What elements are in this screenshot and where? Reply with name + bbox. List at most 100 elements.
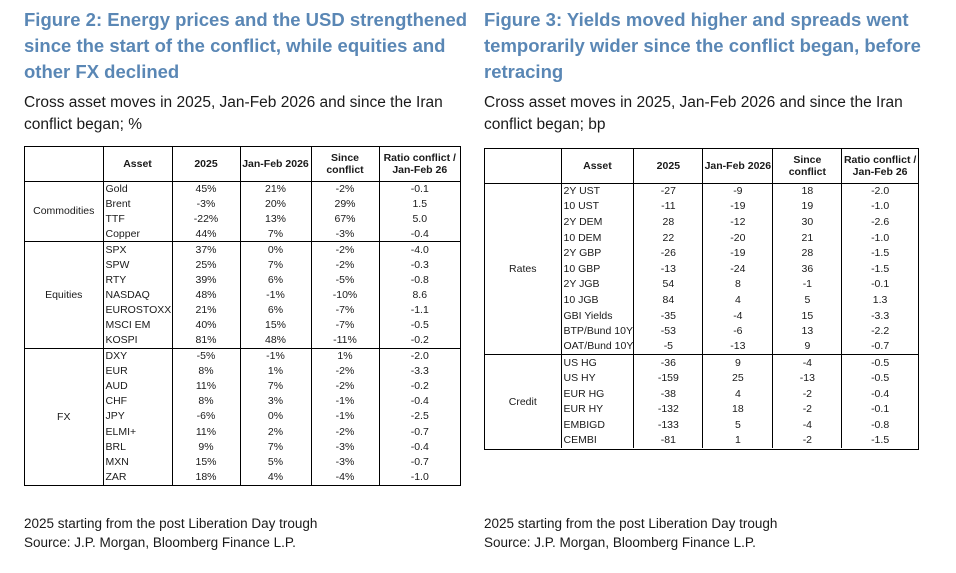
- value-ratio: -2.0: [379, 347, 460, 364]
- value-since-conflict: 13: [772, 323, 843, 339]
- value-ratio: -0.3: [410, 258, 429, 271]
- figure-2-title: Figure 2: Energy prices and the USD stre…: [24, 9, 468, 82]
- value-since-conflict: -4%: [311, 469, 380, 485]
- value-since-conflict: 9: [772, 338, 843, 355]
- figure-2-footnote-line-1: 2025 starting from the post Liberation D…: [24, 516, 318, 531]
- value-ratio: -1.0: [871, 200, 890, 213]
- value-jan-feb-2026: 0%: [240, 241, 312, 257]
- value-since-conflict: 5: [772, 292, 843, 308]
- value-2025: 18%: [172, 469, 241, 485]
- asset-cell: Brent: [103, 196, 173, 212]
- column-header-ratio: Ratio conflict / Jan-Feb 26: [841, 149, 918, 184]
- value-since-conflict: -2: [772, 385, 843, 402]
- table-row: EUR HG -38 4 -2 -0.4: [485, 385, 918, 402]
- table-row: SPW 25% 7% -2% -0.3: [25, 256, 460, 273]
- value-ratio: -2.5: [410, 410, 429, 423]
- asset-cell: SPW: [103, 256, 173, 273]
- value-ratio: -1.0: [410, 471, 429, 484]
- value-ratio: -1.5: [871, 247, 890, 260]
- value-jan-feb-2026: 2%: [240, 424, 312, 440]
- value-since-conflict: 36: [772, 260, 843, 277]
- value-since-conflict: -2%: [311, 378, 380, 394]
- value-2025: -3%: [172, 196, 241, 212]
- value-jan-feb-2026: 8: [702, 276, 774, 293]
- asset-cell: RTY: [103, 272, 173, 288]
- table-row: EUROSTOXX 21% 6% -7% -1.1: [25, 302, 460, 318]
- table-row: 10 DEM 22 -20 21 -1.0: [485, 229, 918, 246]
- value-jan-feb-2026: -1%: [240, 287, 312, 303]
- value-since-conflict: 1%: [311, 347, 380, 364]
- value-2025: -132: [633, 401, 704, 417]
- column-header-asset: Asset: [561, 149, 635, 184]
- asset-cell: 10 DEM: [561, 229, 635, 246]
- value-since-conflict: -11%: [311, 332, 380, 349]
- value-2025: -5%: [172, 347, 241, 364]
- value-since-conflict: -2: [772, 401, 843, 417]
- value-since-conflict: 19: [772, 198, 843, 215]
- column-header-jan-feb-2026: Jan-Feb 2026: [240, 147, 312, 182]
- value-ratio: -0.5: [841, 354, 918, 371]
- asset-cell: ZAR: [103, 469, 173, 485]
- figure-3-source: Source: J.P. Morgan, Bloomberg Finance L…: [484, 535, 756, 550]
- table-row: CHF 8% 3% -1% -0.4: [25, 393, 460, 409]
- value-since-conflict: -2%: [311, 424, 380, 440]
- table-row: MXN 15% 5% -3% -0.7: [25, 454, 460, 470]
- value-since-conflict: -7%: [311, 317, 380, 333]
- value-2025: 44%: [172, 226, 241, 242]
- value-since-conflict: -2%: [311, 181, 380, 197]
- table-row: KOSPI 81% 48% -11% -0.2: [25, 332, 460, 349]
- value-2025: -5: [633, 338, 704, 355]
- value-jan-feb-2026: -4: [702, 307, 774, 324]
- value-jan-feb-2026: 5%: [240, 454, 312, 470]
- value-since-conflict: -2: [772, 432, 843, 449]
- asset-cell: CHF: [103, 393, 173, 409]
- table-row: ZAR 18% 4% -4% -1.0: [25, 469, 460, 485]
- figure-3-subtitle: Cross asset moves in 2025, Jan-Feb 2026 …: [484, 94, 903, 133]
- value-since-conflict: -1%: [311, 393, 380, 409]
- value-ratio: 1.3: [872, 293, 888, 306]
- value-2025: 9%: [172, 439, 241, 455]
- value-since-conflict: -3%: [311, 454, 380, 470]
- value-jan-feb-2026: 21%: [240, 181, 312, 197]
- table-row: Credit US HG -36 9 -4 -0.5: [485, 354, 918, 449]
- table-row: AUD 11% 7% -2% -0.2: [25, 378, 460, 394]
- value-jan-feb-2026: 25: [702, 370, 774, 386]
- value-since-conflict: -7%: [311, 302, 380, 318]
- value-jan-feb-2026: -9: [702, 183, 774, 199]
- value-since-conflict: 29%: [311, 196, 380, 212]
- table-row: EUR 8% 1% -2% -3.3: [25, 363, 460, 379]
- table-header-row: Asset 2025 Jan-Feb 2026 Since conflict R…: [485, 149, 918, 184]
- group-label: Rates: [485, 183, 562, 355]
- value-2025: 45%: [172, 181, 241, 197]
- value-2025: -26: [633, 245, 704, 261]
- value-2025: 22: [633, 229, 704, 246]
- table-row: 10 UST -11 -19 19 -1.0: [485, 198, 918, 215]
- figure-3-title: Figure 3: Yields moved higher and spread…: [484, 9, 921, 82]
- value-jan-feb-2026: 6%: [240, 272, 312, 288]
- group-label: FX: [25, 347, 104, 485]
- figure-3-footnote: 2025 starting from the post Liberation D…: [484, 514, 777, 552]
- table-row: OAT/Bund 10Y -5 -13 9 -0.7: [485, 338, 918, 355]
- table-row: CEMBI -81 1 -2 -1.5: [485, 432, 918, 449]
- value-2025: 11%: [172, 378, 241, 394]
- asset-cell: EUR: [103, 363, 173, 379]
- value-ratio: -0.2: [410, 380, 429, 393]
- asset-cell: ELMI+: [103, 424, 173, 440]
- value-jan-feb-2026: 4: [702, 292, 774, 308]
- table-row: 2Y DEM 28 -12 30 -2.6: [485, 214, 918, 230]
- table-row: 10 GBP -13 -24 36 -1.5: [485, 260, 918, 277]
- asset-cell: CEMBI: [561, 432, 635, 449]
- asset-cell: KOSPI: [103, 332, 173, 349]
- column-header-jan-feb-2026: Jan-Feb 2026: [702, 149, 774, 184]
- value-since-conflict: -1%: [311, 408, 380, 424]
- value-jan-feb-2026: 7%: [240, 378, 312, 394]
- asset-cell: AUD: [103, 378, 173, 394]
- value-since-conflict: -4: [772, 416, 843, 433]
- asset-cell: 2Y DEM: [561, 214, 635, 230]
- table-row: JPY -6% 0% -1% -2.5: [25, 408, 460, 424]
- value-2025: 81%: [172, 332, 241, 349]
- value-ratio: -0.8: [871, 418, 890, 431]
- asset-cell: EUR HG: [561, 385, 635, 402]
- value-since-conflict: 67%: [311, 211, 380, 227]
- figure-3-table: Asset 2025 Jan-Feb 2026 Since conflict R…: [485, 149, 918, 449]
